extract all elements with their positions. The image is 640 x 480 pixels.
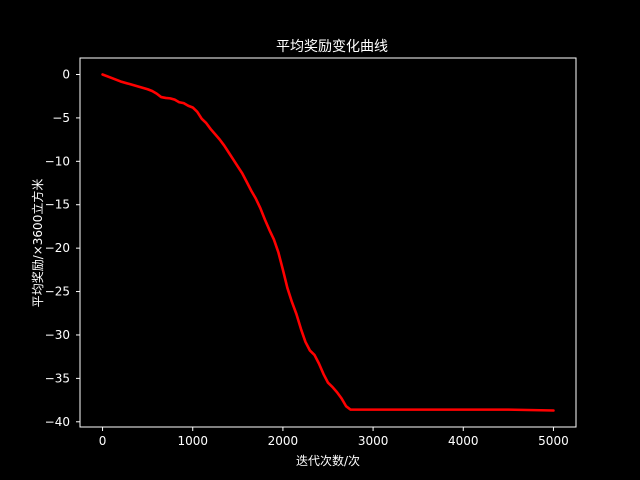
y-tick-label: −35: [45, 371, 70, 385]
x-tick-label: 4000: [448, 434, 479, 448]
x-tick-label: 1000: [177, 434, 208, 448]
chart-title: 平均奖励变化曲线: [276, 38, 388, 55]
x-tick-label: 5000: [538, 434, 569, 448]
y-tick-label: −20: [45, 241, 70, 255]
series-line: [101, 73, 555, 412]
x-tick-label: 2000: [268, 434, 299, 448]
x-tick-label: 3000: [358, 434, 389, 448]
y-tick-label: −15: [45, 198, 70, 212]
y-tick-label: −5: [52, 111, 70, 125]
y-tick-label: 0: [62, 67, 70, 81]
x-axis-label: 迭代次数/次: [296, 453, 360, 468]
plot-frame: [79, 57, 577, 428]
y-axis-label: 平均奖励/×3600立方米: [30, 179, 45, 308]
plot-area: 0 1000 2000 3000 4000 5000 0 −5 −10 −15 −20 −25 −30 −…: [45, 57, 577, 448]
y-tick-label: −30: [45, 328, 70, 342]
y-tick-label: −40: [45, 415, 70, 429]
x-tick-label: 0: [99, 434, 107, 448]
y-tick-label: −25: [45, 285, 70, 299]
y-tick-label: −10: [45, 154, 70, 168]
